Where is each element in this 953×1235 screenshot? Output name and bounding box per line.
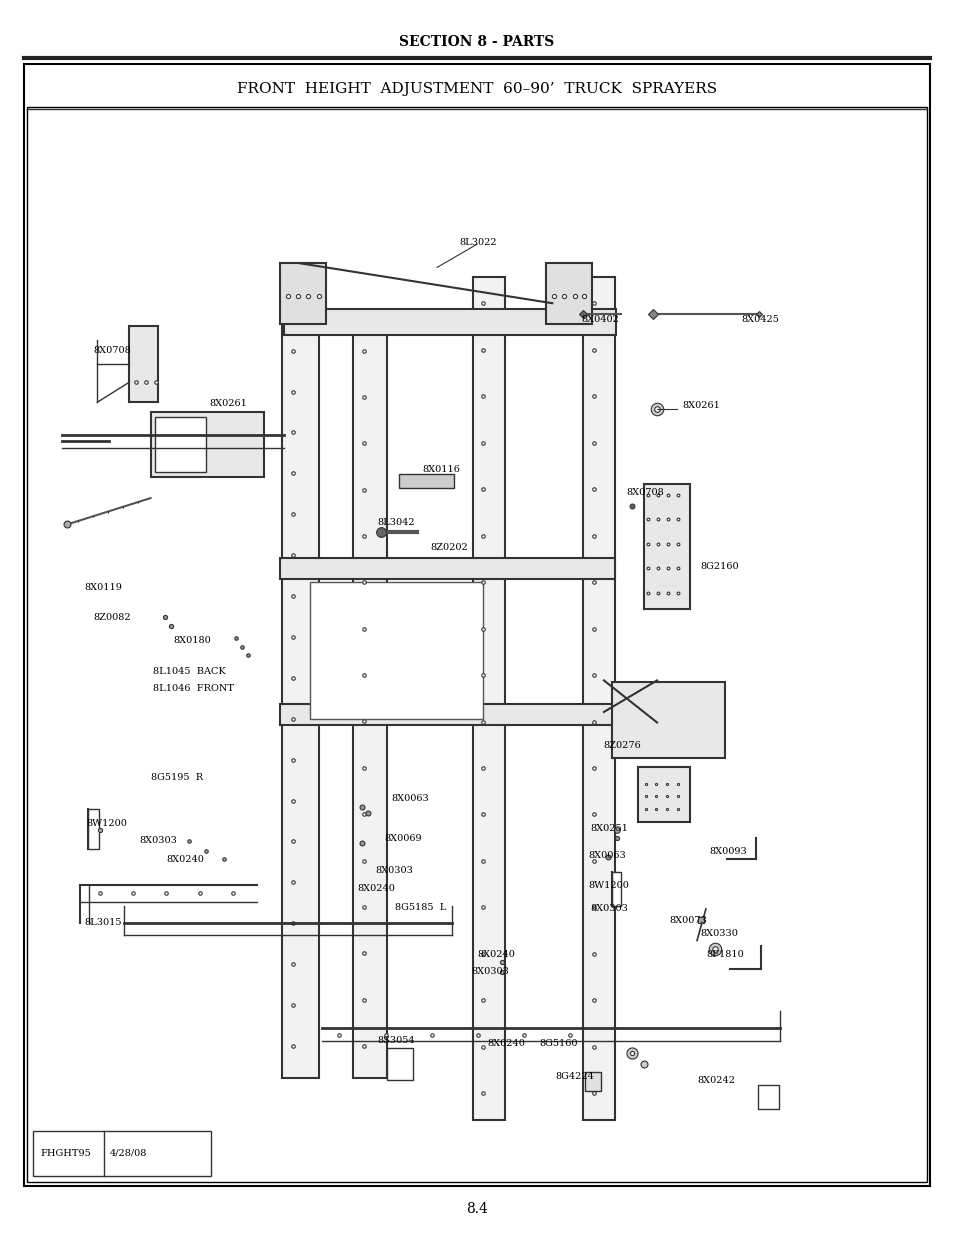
Text: 8G4224: 8G4224 xyxy=(555,1072,594,1081)
Text: 8X0303: 8X0303 xyxy=(590,904,628,914)
Bar xyxy=(129,326,158,403)
Bar xyxy=(280,263,326,325)
Text: 8X0069: 8X0069 xyxy=(384,834,422,844)
Text: 8X0073: 8X0073 xyxy=(669,916,707,925)
Bar xyxy=(584,1072,600,1092)
Bar xyxy=(280,704,615,725)
Bar xyxy=(386,1049,413,1079)
Text: 8X0708: 8X0708 xyxy=(93,346,132,356)
Text: 8S3054: 8S3054 xyxy=(377,1036,415,1045)
Text: 8L3042: 8L3042 xyxy=(377,517,415,527)
Text: 8X0251: 8X0251 xyxy=(590,825,628,834)
Text: 8X0303: 8X0303 xyxy=(140,836,177,845)
Bar xyxy=(643,484,689,609)
Bar xyxy=(583,277,615,1120)
Text: 8F1810: 8F1810 xyxy=(705,950,743,958)
Text: 8Z0276: 8Z0276 xyxy=(602,741,640,750)
Text: 8G5185  L: 8G5185 L xyxy=(395,904,446,913)
Bar xyxy=(154,417,206,472)
Text: 8L3015: 8L3015 xyxy=(85,918,122,927)
Bar xyxy=(353,319,386,1077)
Text: 8W1200: 8W1200 xyxy=(587,882,628,890)
Bar xyxy=(283,309,616,335)
Text: 8X0240: 8X0240 xyxy=(356,884,395,893)
Bar xyxy=(151,411,264,477)
Text: 8X0425: 8X0425 xyxy=(740,315,779,324)
Text: FRONT  HEIGHT  ADJUSTMENT  60–90’  TRUCK  SPRAYERS: FRONT HEIGHT ADJUSTMENT 60–90’ TRUCK SPR… xyxy=(236,82,717,96)
Text: 8X0708: 8X0708 xyxy=(625,488,663,498)
Text: 8L1046  FRONT: 8L1046 FRONT xyxy=(153,684,233,693)
Text: 8X0240: 8X0240 xyxy=(476,950,515,958)
Text: SECTION 8 - PARTS: SECTION 8 - PARTS xyxy=(399,35,554,49)
Text: 8X0063: 8X0063 xyxy=(391,794,428,803)
Text: 8X0402: 8X0402 xyxy=(581,315,618,324)
Text: 8X0303: 8X0303 xyxy=(375,866,413,874)
Text: 8G2160: 8G2160 xyxy=(700,562,739,571)
Bar xyxy=(281,319,318,1077)
Bar xyxy=(472,277,504,1120)
Text: 8X0119: 8X0119 xyxy=(85,583,123,592)
Text: 8X0180: 8X0180 xyxy=(173,636,212,645)
Text: 8X0242: 8X0242 xyxy=(697,1076,734,1086)
Text: 8X0093: 8X0093 xyxy=(709,846,746,856)
Text: FHGHT95: FHGHT95 xyxy=(40,1149,91,1158)
Text: 8X0261: 8X0261 xyxy=(209,399,247,408)
Bar xyxy=(33,1131,211,1176)
Bar xyxy=(758,1084,778,1109)
Bar xyxy=(310,583,483,719)
Text: 8X0330: 8X0330 xyxy=(700,929,738,937)
Text: 8Z0082: 8Z0082 xyxy=(93,613,132,621)
Bar xyxy=(611,872,620,905)
Text: 4/28/08: 4/28/08 xyxy=(110,1149,147,1158)
Text: 8X0303: 8X0303 xyxy=(471,967,509,976)
Text: 8L3022: 8L3022 xyxy=(458,237,497,247)
Text: 8X0240: 8X0240 xyxy=(166,855,204,864)
Text: 8X0063: 8X0063 xyxy=(587,851,625,860)
Text: 8L1045  BACK: 8L1045 BACK xyxy=(153,667,226,677)
Bar xyxy=(89,809,99,848)
Text: 8X0116: 8X0116 xyxy=(421,466,459,474)
Text: 8W1200: 8W1200 xyxy=(87,819,128,829)
Bar xyxy=(27,107,926,1182)
Text: 8G5195  R: 8G5195 R xyxy=(151,773,202,782)
Bar xyxy=(398,474,454,488)
Text: 8Z0202: 8Z0202 xyxy=(431,543,468,552)
Text: 8X0261: 8X0261 xyxy=(682,401,720,410)
Bar xyxy=(280,558,615,579)
Text: 8.4: 8.4 xyxy=(466,1202,487,1216)
Text: 8X0240: 8X0240 xyxy=(487,1040,525,1049)
Text: 8G5160: 8G5160 xyxy=(538,1040,577,1049)
Bar xyxy=(546,263,592,325)
Bar xyxy=(638,767,689,821)
Bar xyxy=(611,683,724,758)
